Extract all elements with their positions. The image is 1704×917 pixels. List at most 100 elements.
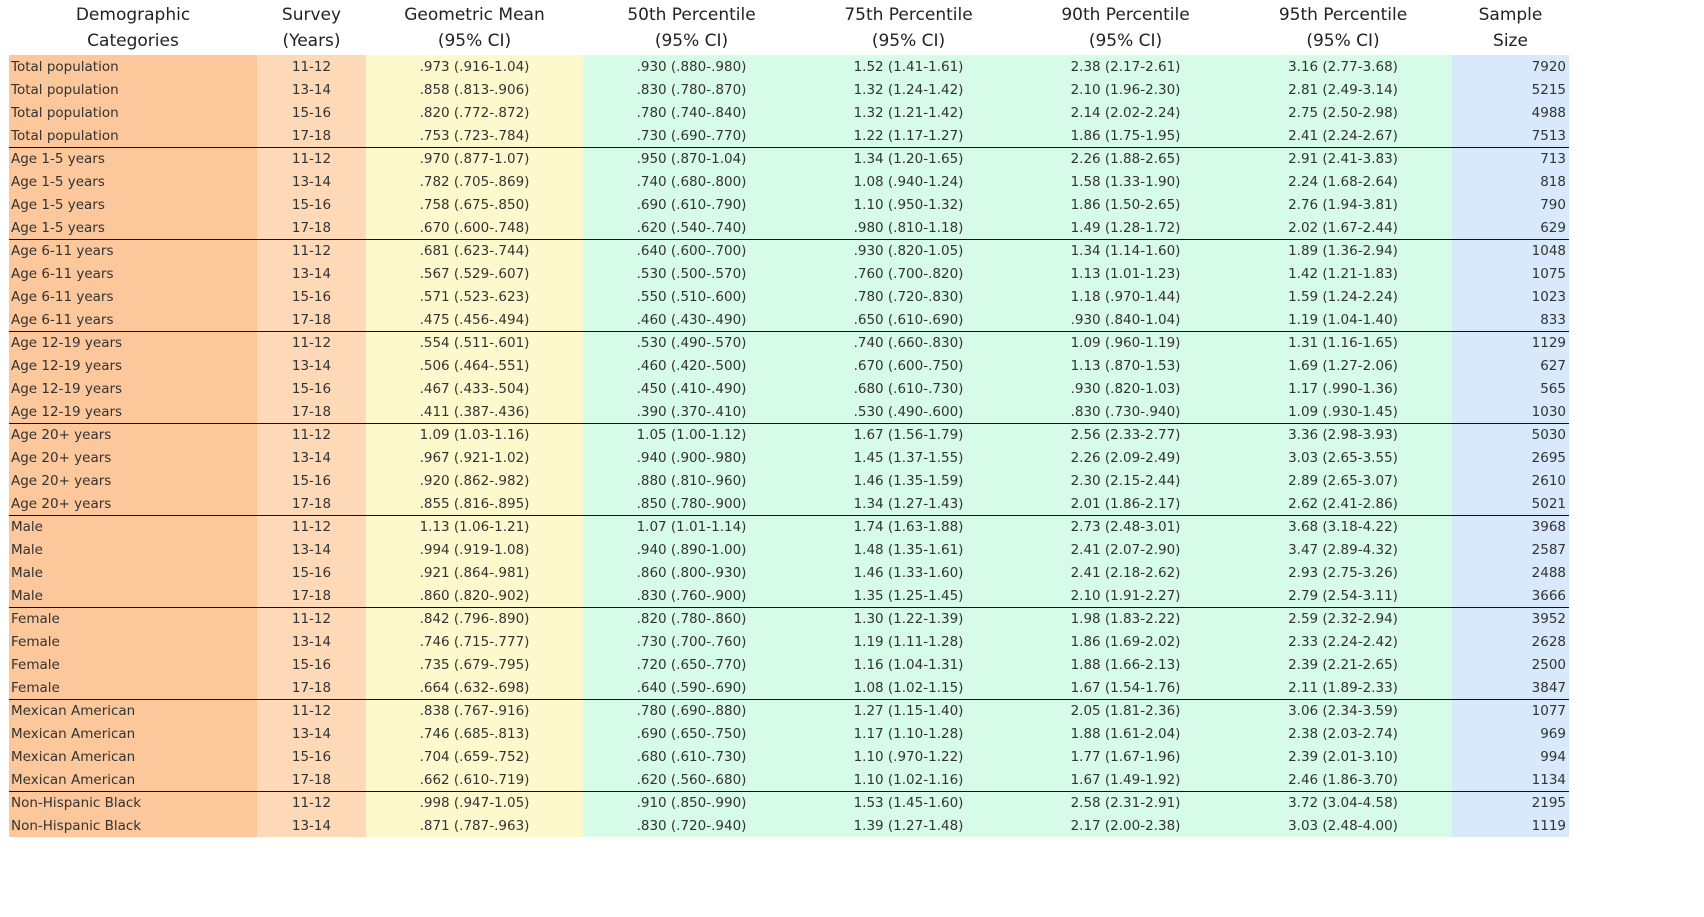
p90-cell: 2.26 (2.09-2.49) — [1017, 446, 1234, 469]
header-demographic-categories: Demographic Categories — [9, 0, 257, 55]
geometric-mean-cell: .567 (.529-.607) — [366, 262, 583, 285]
p50-cell: .690 (.650-.750) — [583, 722, 800, 745]
category-cell: Age 1-5 years — [9, 170, 257, 193]
survey-years-cell: 15-16 — [257, 469, 366, 492]
p50-cell: .640 (.600-.700) — [583, 239, 800, 262]
header-50th-percentile: 50th Percentile (95% CI) — [583, 0, 800, 55]
category-cell: Non-Hispanic Black — [9, 814, 257, 837]
p90-cell: 1.67 (1.49-1.92) — [1017, 768, 1234, 792]
p75-cell: 1.34 (1.27-1.43) — [800, 492, 1017, 516]
p50-cell: .950 (.870-1.04) — [583, 147, 800, 170]
category-cell: Age 6-11 years — [9, 308, 257, 332]
p50-cell: .450 (.410-.490) — [583, 377, 800, 400]
geometric-mean-cell: .860 (.820-.902) — [366, 584, 583, 608]
table-row: Age 1-5 years 13-14.782 (.705-.869) .740 (… — [9, 170, 1569, 193]
category-cell: Mexican American — [9, 722, 257, 745]
survey-years-cell: 13-14 — [257, 630, 366, 653]
survey-years-cell: 15-16 — [257, 377, 366, 400]
header-90th-percentile: 90th Percentile (95% CI) — [1017, 0, 1234, 55]
table-row: Age 12-19 years 15-16.467 (.433-.504) .450… — [9, 377, 1569, 400]
survey-years-cell: 11-12 — [257, 515, 366, 538]
p90-cell: 2.41 (2.18-2.62) — [1017, 561, 1234, 584]
sample-size-cell: 2628 — [1452, 630, 1569, 653]
p95-cell: 2.41 (2.24-2.67) — [1234, 124, 1452, 148]
header-line-1: Geometric Mean — [404, 4, 545, 25]
sample-size-cell: 1030 — [1452, 400, 1569, 424]
table-row: Non-Hispanic Black 11-12.998 (.947-1.05).… — [9, 791, 1569, 814]
sample-size-cell: 7920 — [1452, 55, 1569, 78]
p95-cell: 2.76 (1.94-3.81) — [1234, 193, 1452, 216]
survey-years-cell: 15-16 — [257, 193, 366, 216]
sample-size-cell: 790 — [1452, 193, 1569, 216]
p75-cell: 1.53 (1.45-1.60) — [800, 791, 1017, 814]
sample-size-cell: 2488 — [1452, 561, 1569, 584]
p50-cell: .690 (.610-.790) — [583, 193, 800, 216]
p90-cell: 2.73 (2.48-3.01) — [1017, 515, 1234, 538]
p95-cell: 2.62 (2.41-2.86) — [1234, 492, 1452, 516]
p90-cell: 1.58 (1.33-1.90) — [1017, 170, 1234, 193]
geometric-mean-cell: .782 (.705-.869) — [366, 170, 583, 193]
header-row: Demographic Categories Survey (Years) Geomet… — [9, 0, 1569, 55]
sample-size-cell: 629 — [1452, 216, 1569, 240]
p95-cell: 2.33 (2.24-2.42) — [1234, 630, 1452, 653]
table-row: Age 1-5 years 11-12.970 (.877-1.07) .950 (… — [9, 147, 1569, 170]
p75-cell: .760 (.700-.820) — [800, 262, 1017, 285]
table-row: Total population 17-18.753 (.723-.784) .73… — [9, 124, 1569, 148]
survey-years-cell: 13-14 — [257, 354, 366, 377]
sample-size-cell: 2195 — [1452, 791, 1569, 814]
p50-cell: .530 (.500-.570) — [583, 262, 800, 285]
header-line-2: (Years) — [282, 30, 341, 51]
p50-cell: .720 (.650-.770) — [583, 653, 800, 676]
p90-cell: 2.05 (1.81-2.36) — [1017, 699, 1234, 722]
p90-cell: 1.77 (1.67-1.96) — [1017, 745, 1234, 768]
p90-cell: 1.34 (1.14-1.60) — [1017, 239, 1234, 262]
p95-cell: 2.93 (2.75-3.26) — [1234, 561, 1452, 584]
p90-cell: 1.67 (1.54-1.76) — [1017, 676, 1234, 700]
geometric-mean-cell: .475 (.456-.494) — [366, 308, 583, 332]
table-row: Mexican American 13-14.746 (.685-.813) .69… — [9, 722, 1569, 745]
sample-size-cell: 5030 — [1452, 423, 1569, 446]
survey-years-cell: 11-12 — [257, 239, 366, 262]
p90-cell: 2.10 (1.91-2.27) — [1017, 584, 1234, 608]
survey-years-cell: 13-14 — [257, 446, 366, 469]
p75-cell: .650 (.610-.690) — [800, 308, 1017, 332]
category-cell: Female — [9, 630, 257, 653]
p75-cell: 1.48 (1.35-1.61) — [800, 538, 1017, 561]
survey-years-cell: 17-18 — [257, 124, 366, 148]
p95-cell: 1.59 (1.24-2.24) — [1234, 285, 1452, 308]
table-row: Male 11-12 1.13 (1.06-1.21) 1.07 (1.01-1.14… — [9, 515, 1569, 538]
p50-cell: .910 (.850-.990) — [583, 791, 800, 814]
sample-size-cell: 1129 — [1452, 331, 1569, 354]
p75-cell: .980 (.810-1.18) — [800, 216, 1017, 240]
table-row: Age 6-11 years 11-12.681 (.623-.744) .640 … — [9, 239, 1569, 262]
geometric-mean-cell: .842 (.796-.890) — [366, 607, 583, 630]
p50-cell: .830 (.760-.900) — [583, 584, 800, 608]
category-cell: Male — [9, 561, 257, 584]
p75-cell: 1.39 (1.27-1.48) — [800, 814, 1017, 837]
p50-cell: 1.05 (1.00-1.12) — [583, 423, 800, 446]
survey-years-cell: 17-18 — [257, 676, 366, 700]
geometric-mean-cell: .920 (.862-.982) — [366, 469, 583, 492]
sample-size-cell: 3847 — [1452, 676, 1569, 700]
sample-size-cell: 3952 — [1452, 607, 1569, 630]
table-row: Male 17-18.860 (.820-.902) .830 (.760-.900… — [9, 584, 1569, 608]
p95-cell: 2.39 (2.01-3.10) — [1234, 745, 1452, 768]
category-cell: Age 1-5 years — [9, 147, 257, 170]
p75-cell: 1.10 (.970-1.22) — [800, 745, 1017, 768]
table-row: Female 15-16.735 (.679-.795) .720 (.650-.7… — [9, 653, 1569, 676]
table-row: Age 12-19 years 17-18.411 (.387-.436) .390… — [9, 400, 1569, 424]
geometric-mean-cell: .994 (.919-1.08) — [366, 538, 583, 561]
table-row: Age 6-11 years 15-16.571 (.523-.623) .550 … — [9, 285, 1569, 308]
p95-cell: 3.06 (2.34-3.59) — [1234, 699, 1452, 722]
survey-years-cell: 13-14 — [257, 814, 366, 837]
p75-cell: 1.34 (1.20-1.65) — [800, 147, 1017, 170]
p95-cell: 1.09 (.930-1.45) — [1234, 400, 1452, 424]
p50-cell: .730 (.700-.760) — [583, 630, 800, 653]
geometric-mean-cell: .871 (.787-.963) — [366, 814, 583, 837]
sample-size-cell: 1075 — [1452, 262, 1569, 285]
category-cell: Age 6-11 years — [9, 285, 257, 308]
p95-cell: 2.38 (2.03-2.74) — [1234, 722, 1452, 745]
survey-years-cell: 11-12 — [257, 699, 366, 722]
geometric-mean-cell: .670 (.600-.748) — [366, 216, 583, 240]
category-cell: Mexican American — [9, 768, 257, 792]
